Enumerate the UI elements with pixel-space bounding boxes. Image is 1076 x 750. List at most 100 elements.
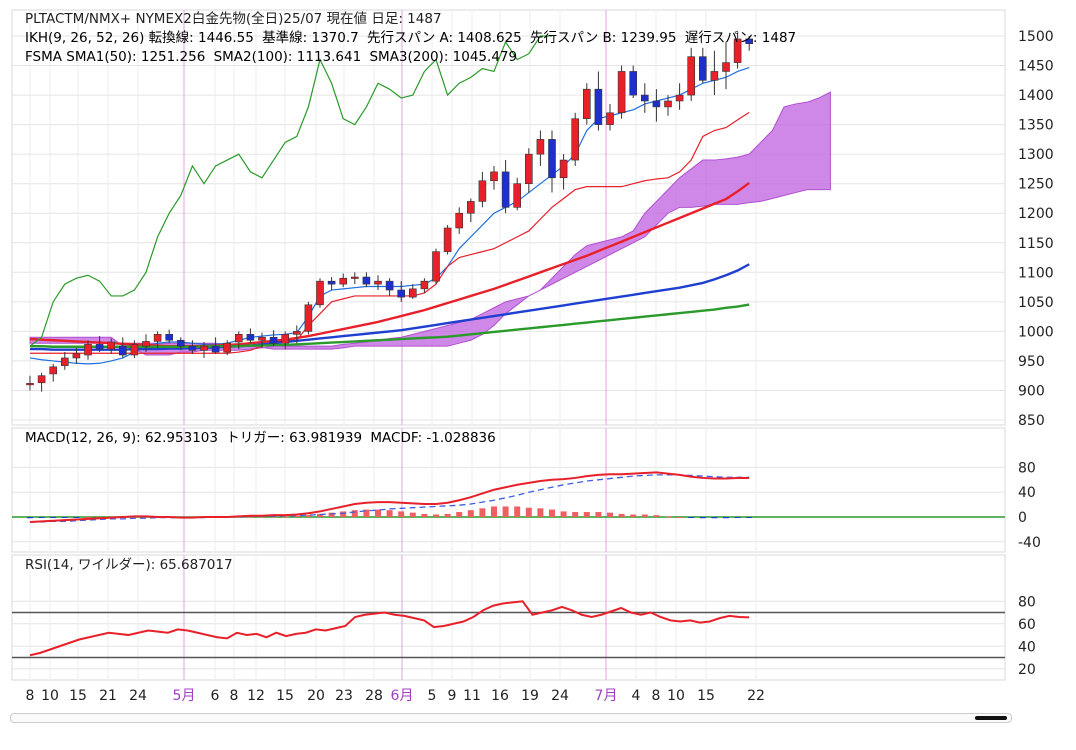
macd-histogram-bar [514,506,521,517]
macd-histogram-bar [688,517,695,518]
candle-body [153,334,162,342]
candle-body [385,280,394,291]
macd-histogram-bar [351,510,358,517]
x-tick-label: 24 [551,688,569,704]
rsi-tick-label: 60 [1018,617,1036,633]
line-SMA3 [30,303,750,348]
candle-body [559,159,568,179]
candle-body [95,344,104,350]
price-tick-label: 1000 [1018,324,1054,340]
candle-body [698,56,707,81]
candle-body [490,171,498,182]
macd-histogram-bar [560,511,567,517]
x-tick-label: 15 [69,688,87,704]
x-tick-label: 7月 [595,688,618,704]
x-tick-label: 20 [307,688,325,704]
price-tick-label: 1100 [1018,265,1054,281]
candle-body [501,171,510,208]
candle-body [478,180,487,202]
macd-histogram-bar [375,509,381,517]
candle-body [722,62,730,72]
rsi-line [29,600,750,657]
macd-histogram-bar [583,512,590,517]
macd-histogram-bar [467,510,474,517]
macd-histogram-bar [665,516,671,518]
candle-body [200,345,208,351]
candle-body [536,139,545,155]
x-tick-label: 5 [428,688,437,704]
macd-histogram-bar [491,506,497,517]
candle-body [37,375,46,384]
macd-histogram-bar [305,515,312,517]
rsi-legend: RSI(14, ワイルダー): 65.687017 [25,557,233,573]
sma2-label: SMA2(100): 1113.641 [213,49,362,65]
candle-body [339,277,348,285]
candle-body [640,94,649,102]
candle-body [142,341,150,347]
line-遅行スパン [29,35,552,347]
macd-histogram-bar [328,512,335,517]
price-tick-label: 1150 [1018,236,1054,252]
candle-body [72,353,81,359]
sma1-label: FSMA SMA1(50): 1251.256 [25,49,206,65]
macd-histogram-bar [409,512,416,517]
candle-body [629,71,638,96]
ikh-kijun-label: 基準線: 1370.7 [262,30,359,46]
price-tick-label: 950 [1018,354,1045,370]
candle-body [235,334,243,343]
price-tick-label: 1350 [1018,118,1054,134]
macd-histogram-bar [293,515,300,517]
candle-body [165,334,173,341]
price-tick-label: 900 [1018,383,1045,399]
x-tick-label: 11 [463,688,481,704]
macd-label: MACD(12, 26, 9): 62.953103 [25,430,218,446]
candle-body [733,38,742,63]
candle-body [316,280,324,306]
candle-body [269,336,278,344]
price-tick-label: 1400 [1018,88,1054,104]
candle-body [26,383,34,386]
candle-body [107,341,115,350]
macd-histogram-bar [456,512,463,517]
x-tick-label: 6月 [391,688,414,704]
horizontal-scrollbar[interactable] [10,713,1012,723]
candle-body [60,357,69,366]
candle-body [524,153,533,184]
x-tick-label: 8 [230,688,239,704]
candle-body [455,212,464,229]
macd-histogram-bar [433,514,439,517]
macd-histogram-bar [525,507,532,517]
ichimoku-cloud [29,91,831,356]
macd-histogram-bar [723,517,729,519]
price-tick-label: 1200 [1018,206,1054,222]
x-tick-label: 10 [41,688,59,704]
x-tick-label: 28 [365,688,383,704]
macd-histogram-bar [38,517,45,518]
candle-body [745,38,754,44]
macd-line [29,471,750,523]
candle-body [84,344,92,356]
candle-body [710,71,719,81]
candle-body [466,201,475,214]
candle-body [606,112,614,125]
x-tick-label: 4 [632,688,641,704]
rsi-tick-label: 80 [1018,594,1036,610]
candle-body [408,288,417,298]
macd-histogram-bar [27,517,33,519]
x-tick-label: 22 [747,688,765,704]
candle-body [223,342,231,353]
macd-histogram-bar [746,517,753,518]
macd-histogram-bar [85,517,91,518]
macd-histogram-bar [386,510,393,517]
macd-tick-label: 0 [1018,510,1027,526]
candle-body [350,276,359,279]
x-tick-label: 19 [521,688,539,704]
candle-body [304,304,313,332]
x-tick-label: 5月 [173,688,196,704]
candle-body [617,71,626,114]
macd-histogram-bar [398,511,405,517]
price-tick-label: 1300 [1018,147,1054,163]
macd-histogram-bar [734,517,741,518]
candle-body [327,280,336,285]
scrollbar-thumb[interactable] [975,716,1007,720]
